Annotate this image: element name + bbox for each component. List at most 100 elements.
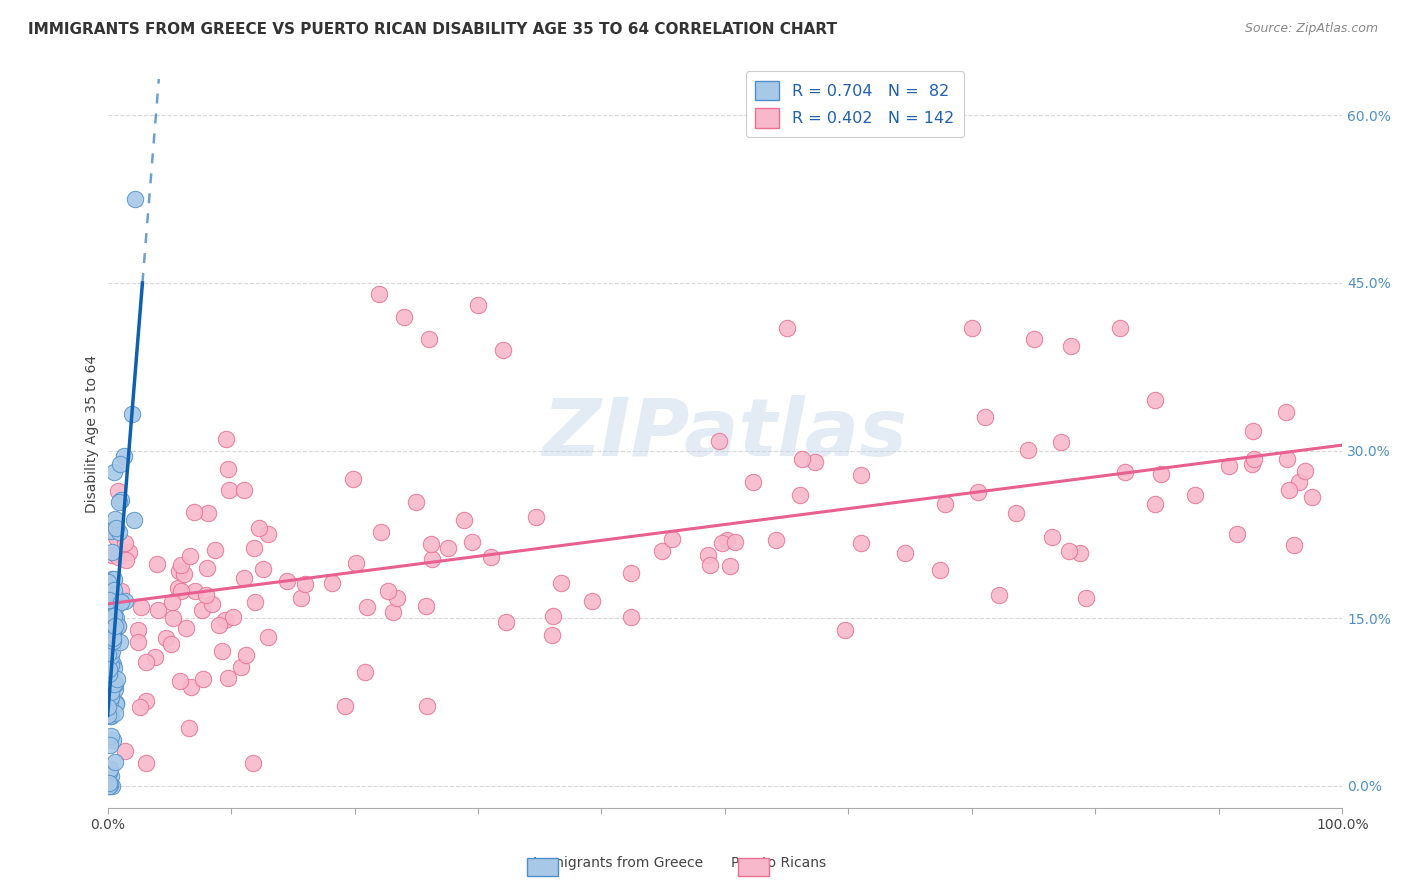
Point <box>169 674 191 689</box>
Point <box>103 677 125 691</box>
Point <box>851 467 873 482</box>
Point <box>194 588 217 602</box>
Point <box>107 619 129 633</box>
Point <box>290 591 312 605</box>
Point <box>100 674 122 689</box>
Point <box>1184 488 1206 502</box>
Point <box>467 298 489 312</box>
Point <box>103 661 125 675</box>
Text: IMMIGRANTS FROM GREECE VS PUERTO RICAN DISABILITY AGE 35 TO 64 CORRELATION CHART: IMMIGRANTS FROM GREECE VS PUERTO RICAN D… <box>28 22 837 37</box>
Point <box>245 595 267 609</box>
Point <box>103 512 125 526</box>
Point <box>217 462 239 476</box>
Point <box>145 558 167 572</box>
Point <box>1057 543 1080 558</box>
Point <box>344 556 367 570</box>
Point <box>479 549 502 564</box>
Point <box>98 690 121 704</box>
Point <box>104 677 127 691</box>
Point <box>97 574 120 589</box>
Point <box>97 708 120 723</box>
Point <box>1022 332 1045 346</box>
Point <box>101 524 124 538</box>
Point <box>294 577 316 591</box>
Point <box>233 570 256 584</box>
Point <box>252 562 274 576</box>
Point <box>1005 506 1028 520</box>
Point <box>170 558 193 572</box>
Point <box>651 544 673 558</box>
Point <box>110 594 132 608</box>
Point <box>377 583 399 598</box>
Point <box>143 649 166 664</box>
Point <box>385 591 408 605</box>
Point <box>851 536 873 550</box>
Point <box>1241 457 1264 471</box>
Point <box>1050 434 1073 449</box>
Point <box>368 287 391 301</box>
Point <box>98 739 121 753</box>
Point <box>167 581 190 595</box>
Point <box>155 631 177 645</box>
Point <box>214 613 236 627</box>
Point <box>1241 424 1264 438</box>
Point <box>405 495 427 509</box>
Point <box>100 684 122 698</box>
Point <box>135 756 157 771</box>
Point <box>1060 339 1083 353</box>
Point <box>276 574 298 588</box>
Point <box>98 703 121 717</box>
Point <box>218 483 240 498</box>
Point <box>776 320 799 334</box>
Point <box>101 624 124 639</box>
Point <box>98 695 121 709</box>
Point <box>146 603 169 617</box>
Point <box>104 599 127 614</box>
Point <box>620 610 643 624</box>
Point <box>257 527 280 541</box>
Point <box>934 497 956 511</box>
Point <box>100 524 122 538</box>
Point <box>103 588 125 602</box>
Point <box>354 665 377 680</box>
Point <box>550 575 572 590</box>
Point <box>718 559 741 574</box>
Point <box>98 779 121 793</box>
Point <box>222 609 245 624</box>
Point <box>159 637 181 651</box>
Point <box>392 310 415 324</box>
Point <box>114 593 136 607</box>
Point <box>98 709 121 723</box>
Point <box>174 621 197 635</box>
Point <box>179 549 201 564</box>
Point <box>101 624 124 638</box>
Point <box>98 779 121 793</box>
Point <box>543 608 565 623</box>
Point <box>104 594 127 608</box>
Point <box>98 666 121 681</box>
Point <box>201 597 224 611</box>
Point <box>115 552 138 566</box>
Point <box>103 591 125 606</box>
Point <box>97 764 120 779</box>
Point <box>101 639 124 653</box>
Point <box>101 644 124 658</box>
Point <box>581 594 603 608</box>
Point <box>110 635 132 649</box>
Point <box>370 524 392 539</box>
Point <box>101 632 124 646</box>
Point <box>710 535 733 549</box>
Point <box>243 541 266 556</box>
Point <box>100 545 122 559</box>
Point <box>495 615 517 629</box>
Point <box>100 624 122 638</box>
Text: Immigrants from Greece: Immigrants from Greece <box>533 855 703 870</box>
Point <box>97 647 120 661</box>
Point <box>716 533 738 547</box>
Point <box>127 624 149 638</box>
Point <box>420 537 443 551</box>
Point <box>103 582 125 597</box>
Point <box>98 762 121 776</box>
Point <box>101 572 124 586</box>
Point <box>104 611 127 625</box>
